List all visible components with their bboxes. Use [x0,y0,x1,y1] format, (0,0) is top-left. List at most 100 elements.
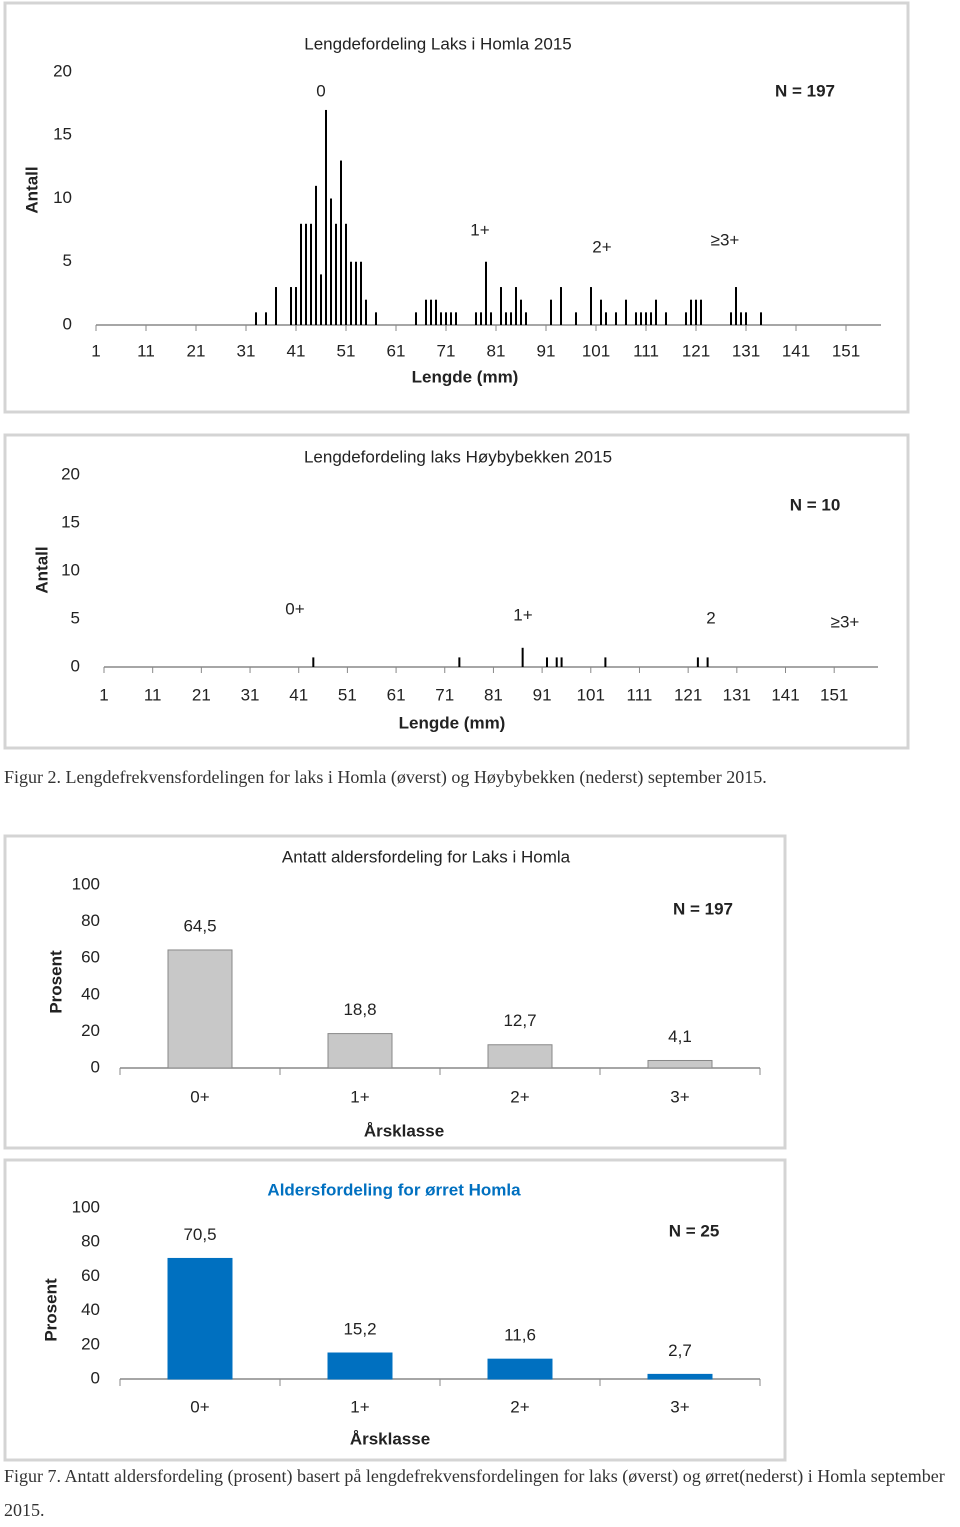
bar [555,657,558,667]
annotation: ≥3+ [831,612,860,631]
bar [730,312,732,325]
x-tick-label: 151 [820,685,848,704]
bar [740,312,742,325]
y-tick-label: 0 [91,1368,100,1387]
bar [550,299,552,325]
bar [690,299,692,325]
y-axis-label: Antall [32,546,51,593]
bar [600,299,602,325]
x-tick-label: 71 [437,341,456,360]
annotation: N = 25 [669,1221,720,1240]
y-tick-label: 0 [71,656,80,675]
x-tick-label: 131 [723,685,751,704]
bar [604,657,607,667]
y-tick-label: 60 [81,948,100,967]
bar [315,185,317,325]
annotation: ≥3+ [711,230,740,249]
x-axis-label: Lengde (mm) [412,367,519,386]
x-tick-label: 101 [577,685,605,704]
x-tick-label: 91 [533,685,552,704]
bar [545,657,548,667]
y-tick-label: 15 [61,512,80,531]
y-tick-label: 0 [91,1057,100,1076]
bar [735,287,737,325]
bar [327,1352,393,1380]
bar [695,299,697,325]
y-tick-label: 20 [53,61,72,80]
x-tick-label: 141 [782,341,810,360]
x-tick-label: 31 [237,341,256,360]
bar [665,312,667,325]
value-label: 2,7 [668,1341,692,1360]
bar [305,223,307,325]
bar [500,287,502,325]
x-tick-label: 11 [137,341,155,360]
bar [167,949,233,1069]
bar [310,223,312,325]
bar [706,657,709,667]
annotation: 2+ [592,237,611,256]
x-tick-label: 11 [144,685,162,704]
y-tick-label: 40 [81,1300,100,1319]
x-tick-label: 81 [487,341,506,360]
bar [330,198,332,325]
x-tick-label: 61 [387,341,406,360]
y-tick-label: 100 [72,874,100,893]
chart-title: Lengdefordeling Laks i Homla 2015 [304,34,571,53]
bar [435,299,437,325]
annotation: N = 10 [790,495,841,514]
value-label: 12,7 [503,1011,536,1030]
bar [487,1358,553,1380]
bar [415,312,417,325]
caption: Figur 2. Lengdefrekvensfordelingen for l… [4,767,767,787]
chart-title: Aldersfordeling for ørret Homla [267,1180,521,1199]
x-tick-label: 1 [99,685,108,704]
y-tick-label: 80 [81,911,100,930]
bar [350,261,352,325]
x-tick-label: 121 [682,341,710,360]
annotation: 0 [316,81,325,100]
x-tick-label: 0+ [190,1087,209,1106]
y-tick-label: 5 [71,608,80,627]
x-tick-label: 71 [435,685,454,704]
x-tick-label: 0+ [190,1397,209,1416]
bar [487,1044,553,1069]
bar [485,261,487,325]
x-tick-label: 1+ [350,1087,369,1106]
bar [480,312,482,325]
value-label: 70,5 [183,1225,216,1244]
y-axis-label: Antall [22,166,41,213]
annotation: N = 197 [775,81,835,100]
bar [430,299,432,325]
bar [640,312,642,325]
bar [365,299,367,325]
bar [655,299,657,325]
bar [440,312,442,325]
x-tick-label: 21 [192,685,211,704]
bar [290,287,292,325]
bar [445,312,447,325]
x-tick-label: 21 [187,341,206,360]
bar [312,657,315,667]
bar [605,312,607,325]
bar [255,312,257,325]
bar [325,109,327,325]
x-tick-label: 41 [289,685,308,704]
annotation: N = 197 [673,899,733,918]
annotation: 0+ [285,599,304,618]
x-axis-label: Årsklasse [364,1121,444,1140]
bar [475,312,477,325]
x-tick-label: 51 [338,685,357,704]
bar [645,312,647,325]
y-axis-label: Prosent [46,950,65,1014]
bar [167,1257,233,1380]
y-tick-label: 5 [63,251,72,270]
bar [760,312,762,325]
y-tick-label: 0 [63,314,72,333]
bar [455,312,457,325]
bar [295,287,297,325]
bar [635,312,637,325]
value-label: 18,8 [343,1000,376,1019]
bar [575,312,577,325]
x-tick-label: 91 [537,341,556,360]
